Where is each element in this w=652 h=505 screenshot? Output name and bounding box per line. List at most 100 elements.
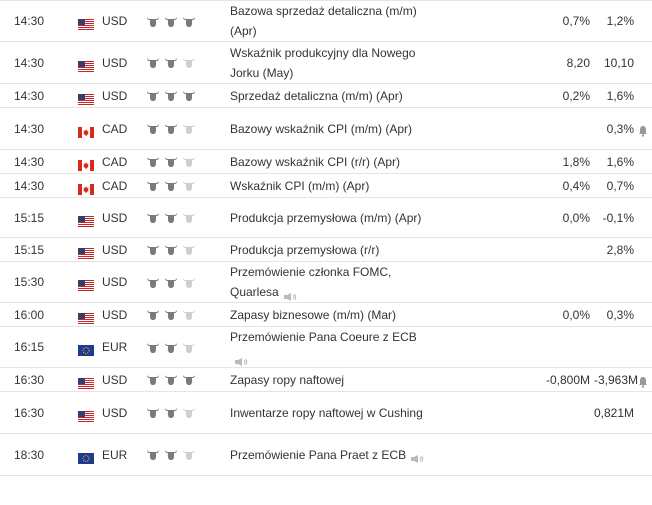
event-label[interactable]: Przemówienie członka FOMC, Quarlesa [230,265,392,299]
event-label[interactable]: Przemówienie Pana Praet z ECB [230,447,407,462]
table-row[interactable]: 16:00 USD Zapasy biznesowe (m/m) (Mar) 0,0%… [0,302,652,327]
event-label[interactable]: Bazowy wskaźnik CPI (r/r) (Apr) [230,154,401,169]
bull-icon [182,57,196,69]
event-time: 16:00 [0,302,64,327]
table-row[interactable]: 18:30 EUR Przemówienie Pana Praet z ECB [0,433,652,476]
flag-cell [64,107,96,150]
event-time: 15:30 [0,261,64,303]
event-name[interactable]: Bazowy wskaźnik CPI (m/m) (Apr) [230,107,430,150]
flag-cell [64,173,96,198]
currency-code: USD [96,197,146,238]
bull-icon [182,123,196,135]
bull-icon [164,374,178,386]
table-row[interactable]: 14:30 USD Wskaźnik produkcyjny dla Nowego … [0,41,652,84]
alert-cell [634,433,652,476]
event-label[interactable]: Inwentarze ropy naftowej w Cushing [230,405,423,420]
event-label[interactable]: Wskaźnik CPI (m/m) (Apr) [230,178,370,193]
actual-value [430,237,480,262]
event-name[interactable]: Produkcja przemysłowa (r/r) [230,237,430,262]
actual-value [430,173,480,198]
event-name[interactable]: Zapasy biznesowe (m/m) (Mar) [230,302,430,327]
event-label[interactable]: Produkcja przemysłowa (m/m) (Apr) [230,210,422,225]
importance-rating [146,197,230,238]
flag-cell [64,0,96,42]
table-row[interactable]: 15:30 USD Przemówienie członka FOMC, Quarl… [0,261,652,303]
actual-value [430,302,480,327]
alert-cell [634,107,652,150]
usa-flag-icon [78,245,94,260]
table-row[interactable]: 14:30 USD Sprzedaż detaliczna (m/m) (Apr) 0… [0,83,652,108]
event-name[interactable]: Przemówienie członka FOMC, Quarlesa [230,261,430,303]
bull-icon [146,57,160,69]
actual-value [430,0,480,42]
event-name[interactable]: Produkcja przemysłowa (m/m) (Apr) [230,197,430,238]
event-name[interactable]: Sprzedaż detaliczna (m/m) (Apr) [230,83,430,108]
bull-icon [164,90,178,102]
flag-cell [64,302,96,327]
event-name[interactable]: Inwentarze ropy naftowej w Cushing [230,391,430,434]
event-label[interactable]: Sprzedaż detaliczna (m/m) (Apr) [230,88,403,103]
actual-value [430,391,480,434]
previous-value [594,326,634,368]
bull-icon [146,309,160,321]
bull-icon [164,407,178,419]
event-name[interactable]: Bazowa sprzedaż detaliczna (m/m) (Apr) [230,0,430,42]
flag-cell [64,237,96,262]
flag-cell [64,261,96,303]
bell-icon[interactable] [637,123,649,138]
currency-code: USD [96,0,146,42]
event-label[interactable]: Wskaźnik produkcyjny dla Nowego Jorku (M… [230,45,416,80]
event-name[interactable]: Przemówienie Pana Coeure z ECB [230,326,430,368]
event-label[interactable]: Zapasy biznesowe (m/m) (Mar) [230,307,397,322]
bull-icon [146,449,160,461]
alert-cell [634,326,652,368]
event-name[interactable]: Wskaźnik CPI (m/m) (Apr) [230,173,430,198]
event-name[interactable]: Przemówienie Pana Praet z ECB [230,433,430,476]
previous-value: 2,8% [594,237,634,262]
currency-code: CAD [96,149,146,174]
flag-cell [64,367,96,392]
table-row[interactable]: 16:30 USD Inwentarze ropy naftowej w Cushi… [0,391,652,434]
usa-flag-icon [78,310,94,325]
event-label[interactable]: Zapasy ropy naftowej [230,372,345,387]
actual-value [430,261,480,303]
bull-icon [146,180,160,192]
previous-value: -3,963M [594,367,638,392]
event-label[interactable]: Produkcja przemysłowa (r/r) [230,242,380,257]
table-row[interactable]: 15:15 USD Produkcja przemysłowa (m/m) (Apr… [0,197,652,238]
alert-cell [634,302,652,327]
bull-icon [164,180,178,192]
table-row[interactable]: 15:15 USD Produkcja przemysłowa (r/r) 2,8% [0,237,652,262]
bull-icon [182,277,196,289]
actual-value [430,197,480,238]
bell-icon[interactable] [637,374,649,389]
bull-icon [164,449,178,461]
previous-value: 1,2% [594,0,634,42]
table-row[interactable]: 16:30 USD Zapasy ropy naftowej -0,800M -3,96… [0,367,652,392]
previous-value: 0,821M [594,391,634,434]
flag-cell [64,326,96,368]
table-row[interactable]: 14:30 CAD Bazowy wskaźnik CPI (m/m) (Apr) 0… [0,107,652,150]
currency-code: EUR [96,433,146,476]
actual-value [430,326,480,368]
event-label[interactable]: Bazowa sprzedaż detaliczna (m/m) (Apr) [230,4,417,38]
event-name[interactable]: Bazowy wskaźnik CPI (r/r) (Apr) [230,149,430,174]
usa-flag-icon [78,58,94,73]
bull-icon [146,407,160,419]
event-time: 14:30 [0,0,64,42]
forecast-value: 0,7% [480,0,594,42]
forecast-value: 8,20 [480,41,594,84]
bull-icon [164,16,178,28]
table-row[interactable]: 14:30 CAD Wskaźnik CPI (m/m) (Apr) 0,4% 0,7% [0,173,652,198]
table-row[interactable]: 16:15 EUR Przemówienie Pana Coeure z ECB [0,326,652,368]
forecast-value [480,261,594,303]
event-label[interactable]: Bazowy wskaźnik CPI (m/m) (Apr) [230,121,413,136]
previous-value [594,433,634,476]
table-row[interactable]: 14:30 USD Bazowa sprzedaż detaliczna (m/m)… [0,0,652,42]
event-label[interactable]: Przemówienie Pana Coeure z ECB [230,330,417,344]
event-name[interactable]: Zapasy ropy naftowej [230,367,430,392]
bull-icon [146,342,160,354]
forecast-value [480,433,594,476]
table-row[interactable]: 14:30 CAD Bazowy wskaźnik CPI (r/r) (Apr) 1… [0,149,652,174]
event-name[interactable]: Wskaźnik produkcyjny dla Nowego Jorku (M… [230,41,430,84]
